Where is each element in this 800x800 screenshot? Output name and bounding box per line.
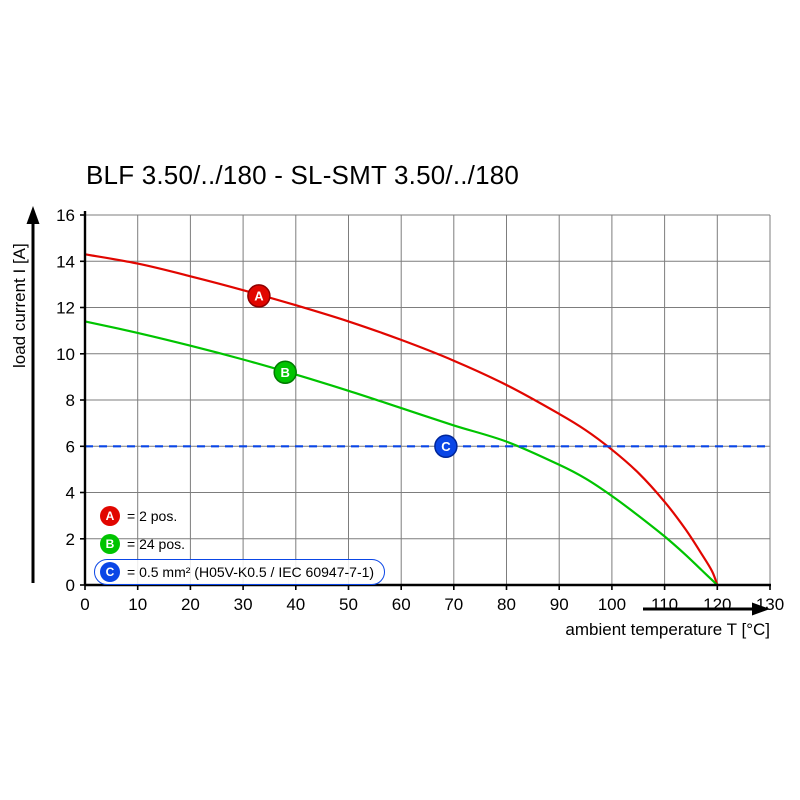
tick-labels: 0 2 4 6 8 10 12 14 16 0 10 20 30 40 50 60 70 80 90 100 110 12… <box>56 206 784 614</box>
x-tick-label: 0 <box>80 595 89 614</box>
x-tick-label: 90 <box>550 595 569 614</box>
legend-badge-b-icon: B <box>100 534 120 554</box>
legend-item-b: B = 24 pos. <box>94 531 385 557</box>
y-axis-label: load current I [A] <box>10 243 29 368</box>
x-tick-label: 30 <box>234 595 253 614</box>
y-tick-label: 10 <box>56 345 75 364</box>
svg-text:C: C <box>441 439 451 454</box>
data-curves <box>84 253 770 586</box>
chart-title: BLF 3.50/../180 - SL-SMT 3.50/../180 <box>86 160 520 190</box>
y-tick-label: 0 <box>66 576 75 595</box>
y-tick-label: 12 <box>56 299 75 318</box>
x-tick-label: 110 <box>651 595 678 614</box>
y-tick-label: 14 <box>56 252 75 271</box>
x-tick-label: 100 <box>598 595 626 614</box>
x-tick-label: 40 <box>286 595 305 614</box>
legend-label-c: = 0.5 mm² (H05V-K0.5 / IEC 60947-7-1) <box>127 564 375 580</box>
curve-a <box>84 253 719 586</box>
x-tick-label: 120 <box>703 595 731 614</box>
y-tick-label: 6 <box>66 437 75 456</box>
point-markers: A B C <box>247 284 458 459</box>
chart-legend: A = 2 pos. B = 24 pos. C = 0.5 mm² (H05V… <box>94 503 386 585</box>
y-tick-label: 4 <box>66 484 75 503</box>
legend-label-b: = 24 pos. <box>127 536 185 552</box>
marker-a: A <box>247 284 271 308</box>
y-tick-label: 16 <box>56 206 75 225</box>
y-tick-label: 8 <box>66 391 75 410</box>
y-tick-label: 2 <box>66 530 75 549</box>
legend-item-a: A = 2 pos. <box>94 503 385 529</box>
marker-b: B <box>273 360 297 385</box>
legend-label-a: = 2 pos. <box>127 508 178 524</box>
x-tick-label: 60 <box>392 595 411 614</box>
marker-c: C <box>434 434 458 459</box>
y-axis-arrow-icon <box>26 206 40 583</box>
svg-text:B: B <box>281 365 290 380</box>
x-tick-label: 130 <box>756 595 784 614</box>
x-axis-arrow-icon <box>643 602 770 616</box>
grid-lines <box>85 214 771 585</box>
x-tick-label: 80 <box>497 595 516 614</box>
x-axis-label: ambient temperature T [°C] <box>565 620 770 639</box>
axes <box>26 206 771 616</box>
x-tick-label: 70 <box>444 595 463 614</box>
x-tick-label: 20 <box>181 595 200 614</box>
x-tick-label: 50 <box>339 595 358 614</box>
x-tick-label: 10 <box>128 595 147 614</box>
legend-item-c: C = 0.5 mm² (H05V-K0.5 / IEC 60947-7-1) <box>94 559 386 585</box>
legend-badge-c-icon: C <box>100 562 120 582</box>
curve-b <box>84 320 719 586</box>
svg-text:A: A <box>254 289 264 304</box>
legend-badge-a-icon: A <box>100 506 120 526</box>
